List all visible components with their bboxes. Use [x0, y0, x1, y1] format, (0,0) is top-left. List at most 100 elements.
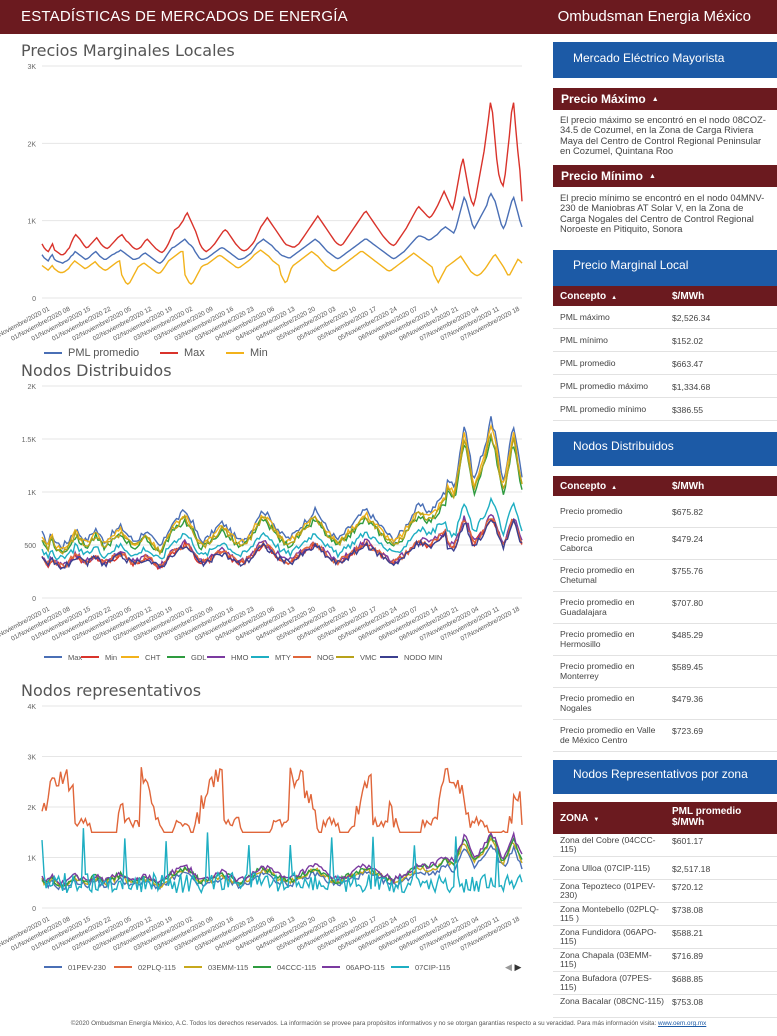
- panel-pml-title: Precio Marginal Local: [553, 250, 777, 288]
- zona-row-label: Zona del Cobre (04CCC-115): [560, 834, 656, 854]
- nodos-col-concepto[interactable]: Concepto ▲: [560, 481, 618, 492]
- legend-label: GDL: [191, 653, 206, 662]
- nodos-col-price[interactable]: $/MWh: [672, 481, 705, 492]
- zona-row-label: Zona Ulloa (07CIP-115): [560, 862, 651, 873]
- nodos-row-label: Precio promedio en Nogales: [560, 693, 635, 713]
- nodos-row-label: Precio promedio en Hermosillo: [560, 629, 635, 649]
- precio-min-header[interactable]: Precio Mínimo ▲: [553, 165, 777, 187]
- legend-label: MTY: [275, 653, 291, 662]
- series-line-07cip-115: [41, 828, 523, 895]
- pml-row-label: PML máximo: [560, 311, 610, 322]
- zona-row-label: Zona Fundidora (06APO-115): [560, 926, 657, 946]
- footer: ©2020 Ombudsman Energía México, A.C. Tod…: [0, 1020, 777, 1027]
- series-line-vmc: [41, 431, 523, 556]
- legend-pager[interactable]: ◀ ▶: [505, 962, 521, 973]
- y-tick-label: 4K: [27, 704, 36, 711]
- sort-up-icon: ▲: [611, 295, 618, 301]
- nodos-row: Precio promedio en Valle de México Centr…: [553, 720, 777, 752]
- y-tick-label: 0: [32, 906, 36, 913]
- pml-table-header: Concepto ▲ $/MWh: [553, 286, 777, 306]
- series-line-max: [41, 102, 523, 256]
- legend-label: Min: [105, 653, 117, 662]
- panel-nodos-title: Nodos Distribuidos: [553, 432, 777, 466]
- zona-row-value: $2,517.18: [672, 863, 711, 874]
- precio-max-title: Precio Máximo: [561, 92, 646, 106]
- panel-zona-title-text: Nodos Representativos por zona: [573, 767, 748, 781]
- nodos-row-value: $485.29: [672, 630, 704, 640]
- pager-next-icon[interactable]: ▶: [514, 962, 522, 972]
- legend-item[interactable]: PML promedio: [44, 347, 139, 359]
- legend-item[interactable]: Max: [160, 347, 205, 359]
- nodos-row-label: Precio promedio en Valle de México Centr…: [560, 725, 656, 745]
- y-tick-label: 2K: [27, 805, 36, 812]
- series-line-hmo: [42, 513, 523, 570]
- zona-row: Zona Montebello (02PLQ-115 ) $738.08: [553, 903, 777, 926]
- zona-row-label: Zona Tepozteco (01PEV-230): [560, 880, 656, 900]
- legend-item[interactable]: 03EMM-115: [184, 963, 248, 972]
- nodos-row: Precio promedio en Caborca $479.24: [553, 528, 777, 560]
- y-tick-label: 3K: [27, 64, 36, 71]
- footer-link[interactable]: www.oem.org.mx: [658, 1020, 707, 1027]
- y-tick-label: 1K: [27, 219, 36, 226]
- legend-label: Min: [250, 347, 268, 359]
- zona-row: Zona Chapala (03EMM-115) $716.89: [553, 949, 777, 972]
- chart-title-pml: Precios Marginales Locales: [21, 41, 235, 60]
- legend-label: Max: [68, 653, 82, 662]
- zona-row-value: $720.12: [672, 881, 704, 892]
- zona-row-label: Zona Bacalar (08CNC-115): [560, 995, 664, 1006]
- nodos-row-value: $675.82: [672, 507, 704, 517]
- pml-col-price[interactable]: $/MWh: [672, 291, 705, 302]
- legend-item[interactable]: MTY: [251, 653, 291, 662]
- zona-row: Zona Ulloa (07CIP-115) $2,517.18: [553, 857, 777, 880]
- zona-row: Zona del Cobre (04CCC-115) $601.17: [553, 834, 777, 857]
- panel-mem-title: Mercado Eléctrico Mayorista: [553, 42, 777, 78]
- pml-row-label: PML promedio máximo: [560, 380, 649, 391]
- pml-row: PML mínimo $152.02: [553, 329, 777, 352]
- legend-item[interactable]: 07CIP-115: [391, 963, 450, 972]
- pml-row: PML máximo $2,526.34: [553, 306, 777, 329]
- brand-name: Ombudsman Energia México: [557, 8, 751, 25]
- zona-col-zona[interactable]: ZONA ▼: [560, 813, 600, 824]
- legend-item[interactable]: 06APO-115: [322, 963, 385, 972]
- series-line-max: [41, 416, 523, 550]
- legend-item[interactable]: CHT: [121, 653, 161, 662]
- legend-item[interactable]: GDL: [167, 653, 206, 662]
- y-tick-label: 3K: [27, 755, 36, 762]
- legend-item[interactable]: 01PEV-230: [44, 963, 106, 972]
- legend-item[interactable]: Max: [44, 653, 82, 662]
- legend-item[interactable]: VMC: [336, 653, 377, 662]
- y-tick-label: 1K: [27, 490, 36, 497]
- series-line-06apo-115: [41, 830, 523, 886]
- legend-item[interactable]: NODO MIN: [380, 653, 442, 662]
- pml-col-concepto[interactable]: Concepto ▲: [560, 291, 618, 302]
- chart-title-nodos: Nodos Distribuidos: [21, 361, 172, 380]
- panel-zona-title: Nodos Representativos por zona: [553, 760, 777, 794]
- nodos-row-label: Precio promedio: [560, 506, 623, 516]
- series-line-pml-promedio: [41, 192, 523, 264]
- caret-up-icon: ▲: [651, 95, 659, 103]
- legend-item[interactable]: Min: [226, 347, 268, 359]
- legend-label: 04CCC-115: [277, 963, 316, 972]
- nodos-row: Precio promedio en Monterrey $589.45: [553, 656, 777, 688]
- series-line-02plq-115: [41, 767, 523, 833]
- y-tick-label: 0: [32, 296, 36, 303]
- pml-row-label: PML promedio: [560, 357, 616, 368]
- pml-row: PML promedio $663.47: [553, 352, 777, 375]
- legend-item[interactable]: 02PLQ-115: [114, 963, 176, 972]
- zona-col-price[interactable]: PML promedio $/MWh: [672, 806, 742, 828]
- pml-row-label: PML mínimo: [560, 334, 608, 345]
- legend-label: CHT: [145, 653, 161, 662]
- legend-item[interactable]: HMO: [207, 653, 249, 662]
- series-line-min: [41, 249, 523, 285]
- legend-item[interactable]: NOG: [293, 653, 334, 662]
- zona-table-header: ZONA ▼ PML promedio $/MWh: [553, 802, 777, 834]
- legend-label: Max: [184, 347, 205, 359]
- precio-max-header[interactable]: Precio Máximo ▲: [553, 88, 777, 110]
- legend-label: VMC: [360, 653, 377, 662]
- pager-prev-icon[interactable]: ◀: [505, 962, 512, 972]
- legend-item[interactable]: 04CCC-115: [253, 963, 316, 972]
- legend-item[interactable]: Min: [81, 653, 117, 662]
- pml-row-value: $386.55: [672, 404, 704, 415]
